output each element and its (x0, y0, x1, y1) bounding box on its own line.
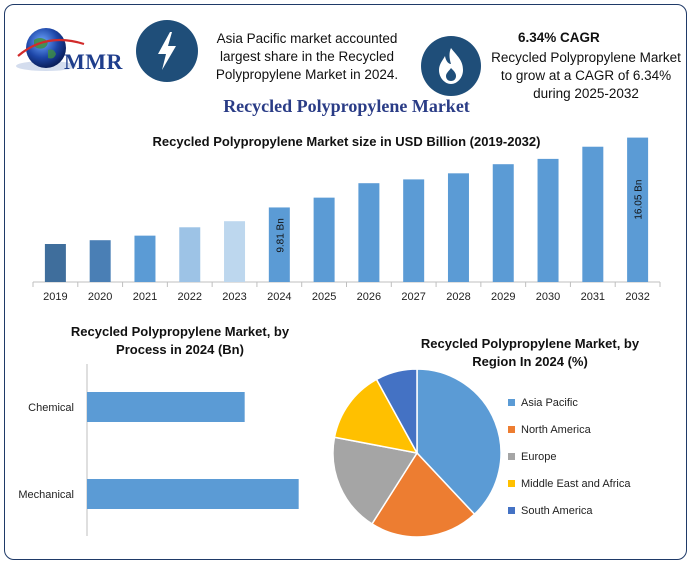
mmr-logo (14, 26, 132, 76)
bar-chart-title: Recycled Polypropylene Market size in US… (152, 134, 541, 149)
legend-swatch-middle-east-and-africa (508, 480, 515, 487)
legend-item-south-america: South America (508, 497, 630, 524)
hbar-label-chemical: Chemical (28, 402, 74, 414)
legend-label-asia-pacific: Asia Pacific (521, 396, 578, 409)
x-tick-label-2028: 2028 (446, 291, 470, 303)
bar-2024 (268, 207, 290, 282)
legend-swatch-asia-pacific (508, 399, 515, 406)
legend-swatch-north-america (508, 426, 515, 433)
info-left-line-1: Asia Pacific market accounted (216, 31, 398, 46)
globe-icon (16, 28, 85, 71)
bar-2030 (537, 158, 559, 282)
legend-label-north-america: North America (521, 423, 591, 436)
x-tick-label-2031: 2031 (581, 291, 605, 303)
process-chart-title-line-1: Recycled Polypropylene Market, by (70, 324, 290, 339)
pie-legend: Asia Pacific North America Europe Middle Ea… (508, 389, 630, 524)
x-tick-label-2021: 2021 (133, 291, 157, 303)
bar-2031 (582, 146, 604, 282)
data-label-2032: 16.05 Bn (634, 180, 645, 220)
bar-2032 (627, 137, 649, 282)
bar-2029 (492, 164, 514, 282)
info-right: Recycled Polypropylene Market to grow at… (484, 49, 688, 103)
x-tick-label-2024: 2024 (267, 291, 291, 303)
legend-item-middle-east-and-africa: Middle East and Africa (508, 470, 630, 497)
pie-slice-europe (332, 436, 419, 525)
info-right-line-1: Recycled Polypropylene Market (491, 50, 681, 65)
pie-chart-title-line-1: Recycled Polypropylene Market, by (420, 336, 640, 351)
bar-2026 (358, 183, 380, 282)
hbar-mechanical (87, 479, 299, 509)
main-title: Recycled Polypropylene Market (223, 96, 470, 116)
bar-2021 (134, 235, 156, 282)
pie-chart-title-line-2: Region In 2024 (%) (472, 354, 588, 369)
cagr-title: 6.34% CAGR (518, 30, 600, 45)
info-right-line-2: to grow at a CAGR of 6.34% (500, 68, 672, 83)
bar-2025 (313, 197, 335, 282)
legend-swatch-europe (508, 453, 515, 460)
pie-slice-asia-pacific (416, 368, 502, 516)
process-chart-title-line-2: Process in 2024 (Bn) (116, 342, 244, 357)
legend-item-north-america: North America (508, 416, 630, 443)
pie-slice-middle-east-and-africa (333, 378, 419, 455)
bar-2023 (224, 221, 246, 282)
x-tick-label-2025: 2025 (312, 291, 336, 303)
logo-text: MMR (64, 49, 123, 74)
bar-2019 (44, 244, 66, 282)
pie-slice-south-america (375, 368, 418, 454)
x-tick-label-2029: 2029 (491, 291, 515, 303)
x-tick-label-2030: 2030 (536, 291, 560, 303)
legend-label-south-america: South America (521, 504, 593, 517)
legend-item-europe: Europe (508, 443, 630, 470)
info-left: Asia Pacific market accounted largest sh… (200, 30, 414, 84)
legend-item-asia-pacific: Asia Pacific (508, 389, 630, 416)
lightning-icon (136, 20, 198, 82)
legend-swatch-south-america (508, 507, 515, 514)
info-right-line-3: during 2025-2032 (533, 86, 639, 101)
legend-label-middle-east-and-africa: Middle East and Africa (521, 477, 631, 490)
data-label-2024: 9.81 Bn (275, 218, 286, 252)
x-tick-label-2032: 2032 (625, 291, 649, 303)
bar-2022 (179, 227, 201, 282)
x-tick-label-2027: 2027 (401, 291, 425, 303)
x-tick-label-2026: 2026 (357, 291, 381, 303)
pie-chart-title: Recycled Polypropylene Market, by Region… (380, 335, 680, 371)
x-tick-label-2019: 2019 (43, 291, 67, 303)
bar-2028 (447, 173, 469, 282)
legend-label-europe: Europe (521, 450, 557, 463)
process-chart-title: Recycled Polypropylene Market, by Proces… (40, 323, 320, 359)
bar-2020 (89, 240, 111, 282)
x-tick-label-2023: 2023 (222, 291, 246, 303)
hbar-label-mechanical: Mechanical (18, 489, 74, 501)
info-left-line-3: Polypropylene Market in 2024. (215, 67, 399, 82)
flame-icon (421, 36, 481, 96)
bar-2027 (403, 179, 425, 282)
x-tick-label-2022: 2022 (178, 291, 202, 303)
pie-slice-north-america (370, 451, 476, 538)
x-tick-label-2020: 2020 (88, 291, 112, 303)
hbar-chemical (87, 392, 245, 422)
info-left-line-2: largest share in the Recycled (219, 49, 395, 64)
